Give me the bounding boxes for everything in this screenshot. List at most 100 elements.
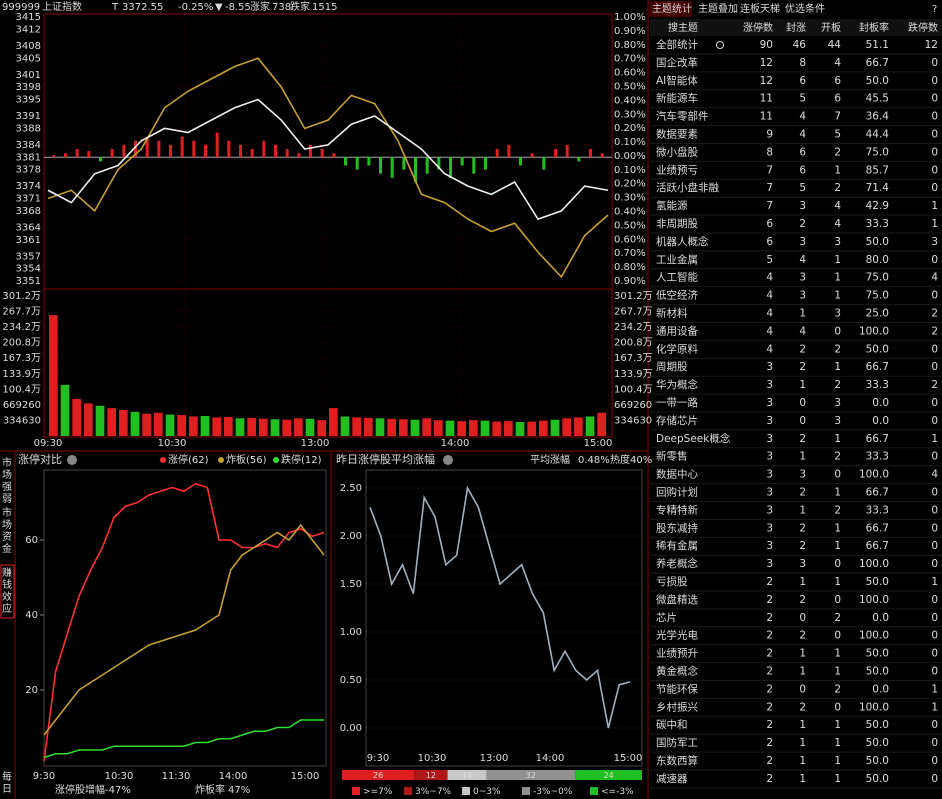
table-cell: 2	[799, 343, 806, 355]
avg-change-line	[369, 485, 631, 729]
theme-name: 亏损股	[656, 575, 688, 588]
distribution-value: 32	[526, 771, 536, 780]
table-cell: 3	[766, 361, 773, 373]
table-cell: 7	[834, 111, 841, 123]
volume-bar	[527, 421, 536, 436]
pct-tick-label: 0.10%	[614, 137, 646, 148]
volume-bar	[585, 416, 595, 436]
legend-swatch	[522, 787, 530, 795]
theme-name: 活跃小盘非融	[656, 181, 719, 194]
table-cell: 1	[799, 648, 806, 660]
table-cell: 3	[766, 397, 773, 409]
table-cell: 1	[834, 433, 841, 445]
table-cell: 2	[766, 755, 773, 767]
volume-bar	[317, 420, 326, 436]
table-cell: 0	[931, 111, 938, 123]
theme-name: 非周期股	[656, 218, 698, 230]
table-cell: 50.0	[866, 648, 889, 660]
table-cell: 0	[931, 666, 938, 678]
table-cell: 2	[799, 540, 806, 552]
active-tab[interactable]	[650, 1, 692, 17]
price-tick-label: 3374	[16, 181, 41, 192]
table-cell: 3	[766, 415, 773, 427]
volume-tick-label: 133.9万	[614, 369, 653, 380]
volume-tick-label: 267.7万	[2, 307, 41, 318]
header-up: 738	[272, 2, 291, 13]
table-cell: 75.0	[866, 272, 889, 284]
table-cell: 1	[834, 773, 841, 785]
table-cell: 100.0	[859, 594, 889, 606]
distribution-value: 14	[462, 771, 472, 780]
table-cell: 0	[931, 164, 938, 176]
active-side-tab[interactable]	[0, 564, 15, 619]
table-cell: 36.4	[866, 111, 890, 123]
theme-name: 国企改革	[656, 56, 698, 69]
table-cell: 1	[834, 361, 841, 373]
theme-name: 乡村振兴	[656, 700, 698, 713]
theme-name: 养老概念	[656, 557, 698, 570]
theme-name: 新材料	[656, 307, 688, 320]
theme-name: 存储芯片	[656, 414, 698, 427]
volume-bar	[492, 421, 501, 436]
y-tick-label: 2.00	[340, 531, 362, 542]
table-cell: 3	[766, 451, 773, 463]
y-tick-label: 0.00	[340, 723, 362, 734]
table-cell: 6	[834, 75, 841, 87]
side-tab[interactable]: 市场强弱	[2, 456, 12, 505]
table-cell: 1	[799, 719, 806, 731]
side-tab[interactable]: 赚钱效应	[2, 566, 12, 615]
footer-value: 47%	[228, 785, 250, 796]
theme-name: 微小盘股	[656, 145, 698, 158]
side-tab[interactable]: 每日	[2, 770, 12, 795]
table-cell: 33.3	[866, 379, 889, 391]
info-icon	[443, 455, 453, 465]
table-cell: 75.0	[866, 290, 889, 302]
table-cell: 100.0	[859, 630, 889, 642]
side-tab[interactable]: 市场资金	[2, 506, 12, 555]
table-cell: 4	[799, 129, 806, 141]
price-tick-label: 3361	[16, 235, 41, 246]
header-up_label: 涨家	[250, 0, 270, 13]
table-cell: 2	[931, 325, 938, 337]
table-cell: 3	[799, 236, 806, 248]
table-cell: 1	[834, 719, 841, 731]
legend-swatch	[462, 787, 470, 795]
price-tick-label: 3371	[16, 194, 41, 205]
volume-bar	[72, 398, 81, 436]
header-change: -8.55	[225, 2, 251, 13]
header-arrow: ▼	[215, 2, 223, 13]
price-tick-label: 3398	[16, 82, 41, 93]
table-cell: 71.4	[866, 182, 890, 194]
volume-tick-label: 167.3万	[614, 353, 653, 364]
table-cell: 12	[760, 75, 773, 87]
info-icon	[67, 455, 77, 465]
volume-bar	[235, 418, 245, 436]
tab: 优选条件	[785, 2, 825, 15]
legend-label: 炸板(56)	[226, 453, 267, 466]
table-cell: 66.7	[866, 540, 889, 552]
table-cell: 3	[799, 290, 806, 302]
chart-frame	[365, 469, 643, 767]
table-cell: 4	[799, 111, 806, 123]
theme-name: 黄金概念	[656, 665, 698, 678]
table-cell: 2	[834, 504, 841, 516]
pct-tick-label: 0.30%	[614, 109, 646, 120]
table-cell: 2	[799, 361, 806, 373]
volume-bar	[119, 409, 128, 436]
distribution-segment	[486, 770, 576, 780]
price-tick-label: 3364	[16, 222, 41, 233]
price-tick-label: 3395	[16, 95, 41, 106]
volume-bar	[130, 411, 140, 436]
series-line	[43, 482, 325, 762]
table-cell: 2	[834, 379, 841, 391]
chart-frame	[43, 13, 613, 438]
table-cell: 0	[931, 146, 938, 158]
table-cell: 1	[834, 522, 841, 534]
pct-tick-label: 0.20%	[614, 123, 646, 134]
table-cell: 7	[766, 164, 773, 176]
theme-name: 氢能源	[656, 199, 688, 212]
distribution-segment	[447, 770, 487, 780]
pct-tick-label: 0.80%	[614, 262, 646, 273]
table-cell: 50.0	[866, 737, 889, 749]
